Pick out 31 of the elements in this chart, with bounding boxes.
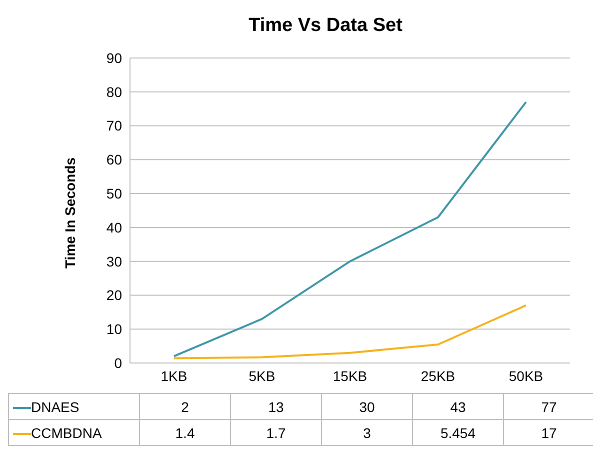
y-axis-title: Time In Seconds	[62, 158, 78, 268]
data-label: 17	[504, 420, 593, 446]
data-label: 1.4	[140, 420, 230, 446]
data-label: 5.454	[412, 420, 504, 446]
y-tick-label: 70	[106, 118, 122, 134]
y-tick-label: 50	[106, 186, 122, 202]
legend-label: CCMBDNA	[8, 420, 140, 446]
chart-title: Time Vs Data Set	[248, 14, 404, 38]
data-label: 13	[230, 394, 322, 420]
data-label: 43	[412, 394, 504, 420]
y-tick-label: 40	[106, 219, 122, 236]
x-tick-label: 25KB	[420, 368, 456, 384]
data-label: 30	[322, 394, 412, 420]
x-tick-label: 50KB	[508, 368, 544, 384]
data-label: 77	[504, 394, 593, 420]
line-series	[173, 304, 527, 360]
x-tick-label: 15KB	[332, 368, 368, 384]
x-tick-label: 1KB	[160, 368, 188, 384]
data-label: 3	[322, 420, 412, 446]
line-series	[173, 101, 527, 358]
y-tick-label: 80	[106, 84, 122, 100]
legend-label: DNAES	[8, 394, 140, 420]
data-label: 2	[140, 394, 230, 420]
y-tick-label: 90	[106, 50, 122, 66]
y-tick-label: 20	[106, 287, 122, 304]
y-tick-label: 30	[106, 253, 122, 270]
y-tick-label: 0	[114, 354, 122, 371]
y-tick-label: 60	[106, 152, 122, 168]
y-tick-label: 10	[106, 321, 122, 338]
x-tick-label: 5KB	[248, 368, 276, 384]
data-label: 1.7	[230, 420, 322, 446]
